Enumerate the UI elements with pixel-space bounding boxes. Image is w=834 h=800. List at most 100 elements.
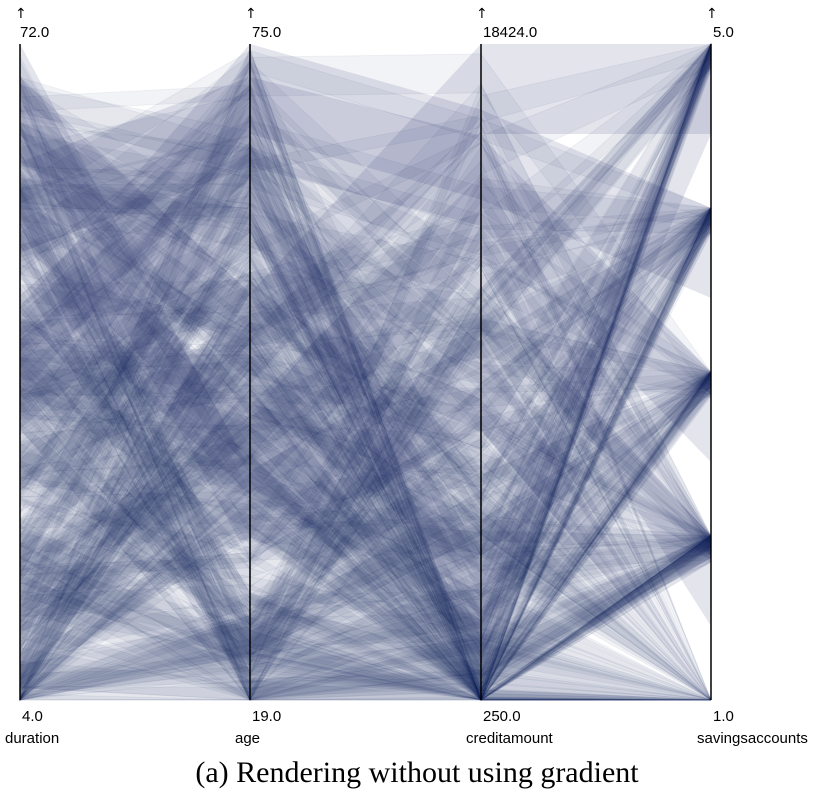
- axis-name-duration: duration: [5, 730, 60, 747]
- data-band: [19, 252, 712, 701]
- data-bands: [19, 42, 712, 702]
- data-band: [19, 398, 712, 701]
- data-band: [19, 225, 712, 701]
- data-band: [19, 152, 712, 701]
- data-band: [19, 423, 712, 701]
- axis-arrow-icon: ↑: [706, 6, 718, 22]
- axis-arrow-icon: ↑: [15, 6, 27, 22]
- data-band: [19, 85, 712, 701]
- axis-min-duration: 4.0: [22, 708, 43, 725]
- data-band: [19, 84, 712, 701]
- data-band: [19, 265, 712, 701]
- data-band: [19, 118, 712, 701]
- axis-arrow-icon: ↑: [476, 6, 488, 22]
- data-band: [19, 262, 712, 701]
- data-band: [20, 44, 711, 659]
- data-band: [19, 465, 712, 702]
- data-band: [19, 491, 712, 701]
- data-band: [20, 76, 711, 463]
- data-band: [19, 495, 712, 701]
- data-band: [19, 274, 712, 701]
- data-band: [19, 385, 712, 701]
- axis-max-creditamount: 18424.0: [483, 24, 538, 41]
- axis-min-age: 19.0: [252, 708, 282, 725]
- data-band: [19, 495, 712, 701]
- data-band: [19, 439, 712, 701]
- data-band: [19, 186, 712, 701]
- data-band: [19, 151, 712, 701]
- figure-caption: (a) Rendering without using gradient: [195, 756, 639, 789]
- axis-max-duration: 72.0: [20, 24, 50, 41]
- data-band: [19, 523, 712, 701]
- axis-min-creditamount: 250.0: [483, 708, 521, 725]
- axis-max-savingsaccounts: 5.0: [713, 24, 734, 41]
- data-band: [19, 131, 712, 702]
- data-band: [19, 633, 712, 701]
- data-band: [19, 58, 712, 701]
- axis-min-savingsaccounts: 1.0: [713, 708, 734, 725]
- data-band: [19, 336, 712, 701]
- data-band: [19, 291, 712, 701]
- axis-name-creditamount: creditamount: [466, 730, 553, 747]
- data-band: [19, 106, 712, 701]
- data-band: [19, 320, 712, 701]
- data-band: [19, 526, 712, 701]
- data-band: [19, 457, 712, 701]
- data-band: [19, 454, 712, 701]
- data-band: [19, 74, 712, 701]
- axis-max-age: 75.0: [252, 24, 282, 41]
- data-band: [20, 44, 711, 397]
- data-band: [19, 311, 712, 701]
- data-band: [19, 332, 712, 701]
- data-band: [19, 232, 712, 701]
- data-band: [19, 428, 712, 701]
- data-band: [19, 222, 712, 701]
- data-band: [19, 575, 712, 701]
- data-band: [19, 227, 712, 701]
- data-band: [19, 414, 712, 701]
- data-band: [19, 347, 712, 701]
- data-band: [19, 370, 712, 701]
- parallel-coordinates-plot: [19, 42, 712, 702]
- data-band: [19, 637, 712, 701]
- data-band: [19, 497, 712, 702]
- data-band: [20, 175, 711, 626]
- data-band: [19, 210, 712, 702]
- data-band: [19, 659, 712, 701]
- data-band: [19, 382, 712, 701]
- data-band: [19, 589, 712, 701]
- axis-name-age: age: [235, 730, 261, 747]
- data-band: [19, 159, 712, 702]
- data-band: [19, 184, 712, 701]
- axis-arrow-icon: ↑: [245, 6, 257, 22]
- axis-name-savingsaccounts: savingsaccounts: [697, 730, 808, 747]
- data-band: [19, 127, 712, 701]
- data-band: [19, 471, 712, 702]
- data-band: [19, 173, 712, 701]
- data-band: [19, 316, 712, 701]
- data-band: [19, 582, 712, 701]
- data-band: [19, 184, 712, 701]
- data-band: [19, 183, 712, 701]
- data-band: [19, 104, 712, 701]
- data-band: [19, 84, 712, 701]
- data-band: [19, 122, 712, 701]
- data-band: [19, 229, 712, 701]
- data-band: [19, 316, 712, 701]
- data-band: [19, 195, 712, 701]
- data-band: [19, 47, 712, 701]
- data-band: [19, 274, 712, 701]
- data-band: [19, 679, 712, 701]
- data-band: [19, 641, 712, 701]
- data-band: [19, 87, 712, 701]
- data-band: [19, 201, 712, 701]
- data-band: [19, 144, 712, 701]
- data-band: [19, 136, 712, 701]
- data-band: [19, 60, 712, 701]
- data-band: [19, 429, 712, 701]
- data-band: [19, 135, 712, 701]
- data-band: [20, 44, 711, 384]
- data-band: [20, 44, 711, 700]
- data-band: [19, 105, 712, 701]
- data-band: [19, 266, 712, 701]
